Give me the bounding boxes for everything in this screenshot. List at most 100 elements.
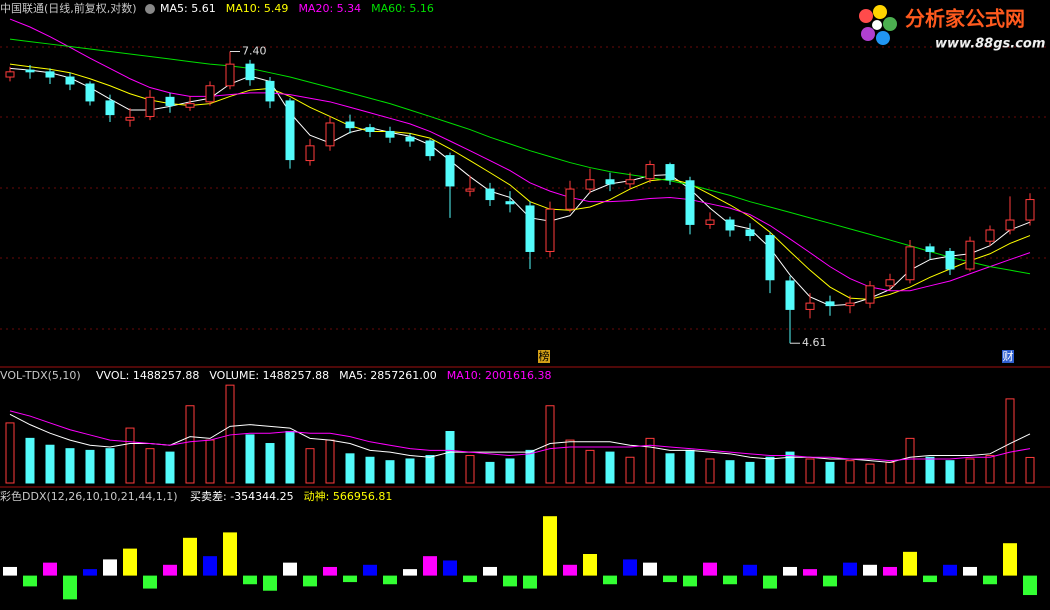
ddx-bar [463,575,477,583]
indicator-label: 动神: 566956.81 [304,489,393,503]
ddx-bar [243,575,257,585]
indicator-label: VOLUME: 1488257.88 [209,369,329,382]
indicator-label: MA60: 5.16 [371,2,434,15]
volume-bar [65,448,75,484]
ddx-bar [223,532,237,576]
candle-body [125,116,135,121]
candle-body [965,240,975,270]
candle-body [345,121,355,129]
candle-body [865,285,875,304]
candle-body [105,100,115,116]
candle-body [905,246,915,281]
logo-center [872,20,882,30]
ddx-bar [803,569,817,576]
volume-bar [45,444,55,484]
indicator-label: 买卖差: -354344.25 [190,489,294,503]
candle-body [745,229,755,237]
logo: 分析家公式网 www.88gs.com [859,5,1045,52]
logo-petal [876,31,890,45]
ddx-bar [323,566,337,576]
panel-title: 彩色DDX(12,26,10,10,21,44,1,1) [0,489,178,503]
candle-body [225,63,235,87]
ddx-bar [743,564,757,576]
ddx-bar [603,575,617,585]
volume-bar [485,461,495,484]
candle-body [365,127,375,132]
volume-bar [265,443,275,484]
settings-icon[interactable] [145,4,155,14]
logo-petal [873,5,887,19]
candle-body [825,301,835,307]
ddx-bar [203,556,217,576]
volume-bar [765,456,775,484]
indicator-label: VVOL: 1488257.88 [96,369,199,382]
candle-body [525,205,535,252]
indicator-label: MA10: 2001616.38 [447,369,552,382]
candle-body [245,63,255,81]
volume-bar [185,405,195,484]
ddx-bar [423,556,437,576]
candle-body [425,140,435,157]
ddx-bar [863,564,877,576]
ddx-bar [23,575,37,587]
volume-average [9,410,1031,462]
ddx-bar [663,575,677,583]
candle-body [625,179,635,185]
ddx-bar [703,562,717,576]
candle-body [545,208,555,252]
candle-body [645,164,655,180]
ddx-bar [63,575,77,600]
volume-bar [685,449,695,484]
volume-bar [365,456,375,484]
ddx-bar [643,562,657,576]
candle-body [725,219,735,231]
candle-body [145,96,155,117]
volume-bar [505,458,515,484]
candle-body [605,179,615,185]
ddx-bar [763,575,777,589]
volume-bar [345,453,355,484]
volume-bar [145,448,155,484]
candle-body [405,136,415,142]
volume-bar [165,451,175,484]
volume-bar [725,460,735,484]
volume-bar [405,458,415,484]
ddx-bar [363,564,377,576]
ddx-bar [103,559,117,576]
ddx-bar [403,569,417,576]
logo-name: 分析家公式网 [905,7,1025,31]
logo-petal [861,27,875,41]
ddx-bar [503,575,517,587]
event-marker: 财 [1003,349,1014,363]
volume-average [9,413,1031,463]
volume-bar [325,439,335,484]
volume-bar [905,437,915,484]
indicator-label: MA10: 5.49 [226,2,289,15]
ddx-bar [83,569,97,576]
candle-body [765,235,775,281]
candle-body [85,83,95,102]
candle-body [505,201,515,205]
volume-bar [5,422,15,484]
volume-bar [105,448,115,484]
candle-body [785,280,795,310]
candle-body [265,80,275,102]
ddx-bar [1023,575,1037,596]
ddx-bar [143,575,157,589]
candle-body [845,302,855,307]
volume-bar [785,451,795,484]
ddx-bar [783,566,797,576]
candle-body [665,164,675,181]
marker-box [1002,350,1014,363]
ddx-bar [303,575,317,587]
indicator-label: MA5: 5.61 [160,2,216,15]
volume-bar [205,439,215,484]
volume-bar [885,461,895,484]
ddx-bar [963,566,977,576]
volume-bar [525,449,535,484]
candle-body [205,85,215,103]
ddx-bar [163,564,177,576]
volume-bar [305,448,315,484]
ddx-bar [523,575,537,589]
